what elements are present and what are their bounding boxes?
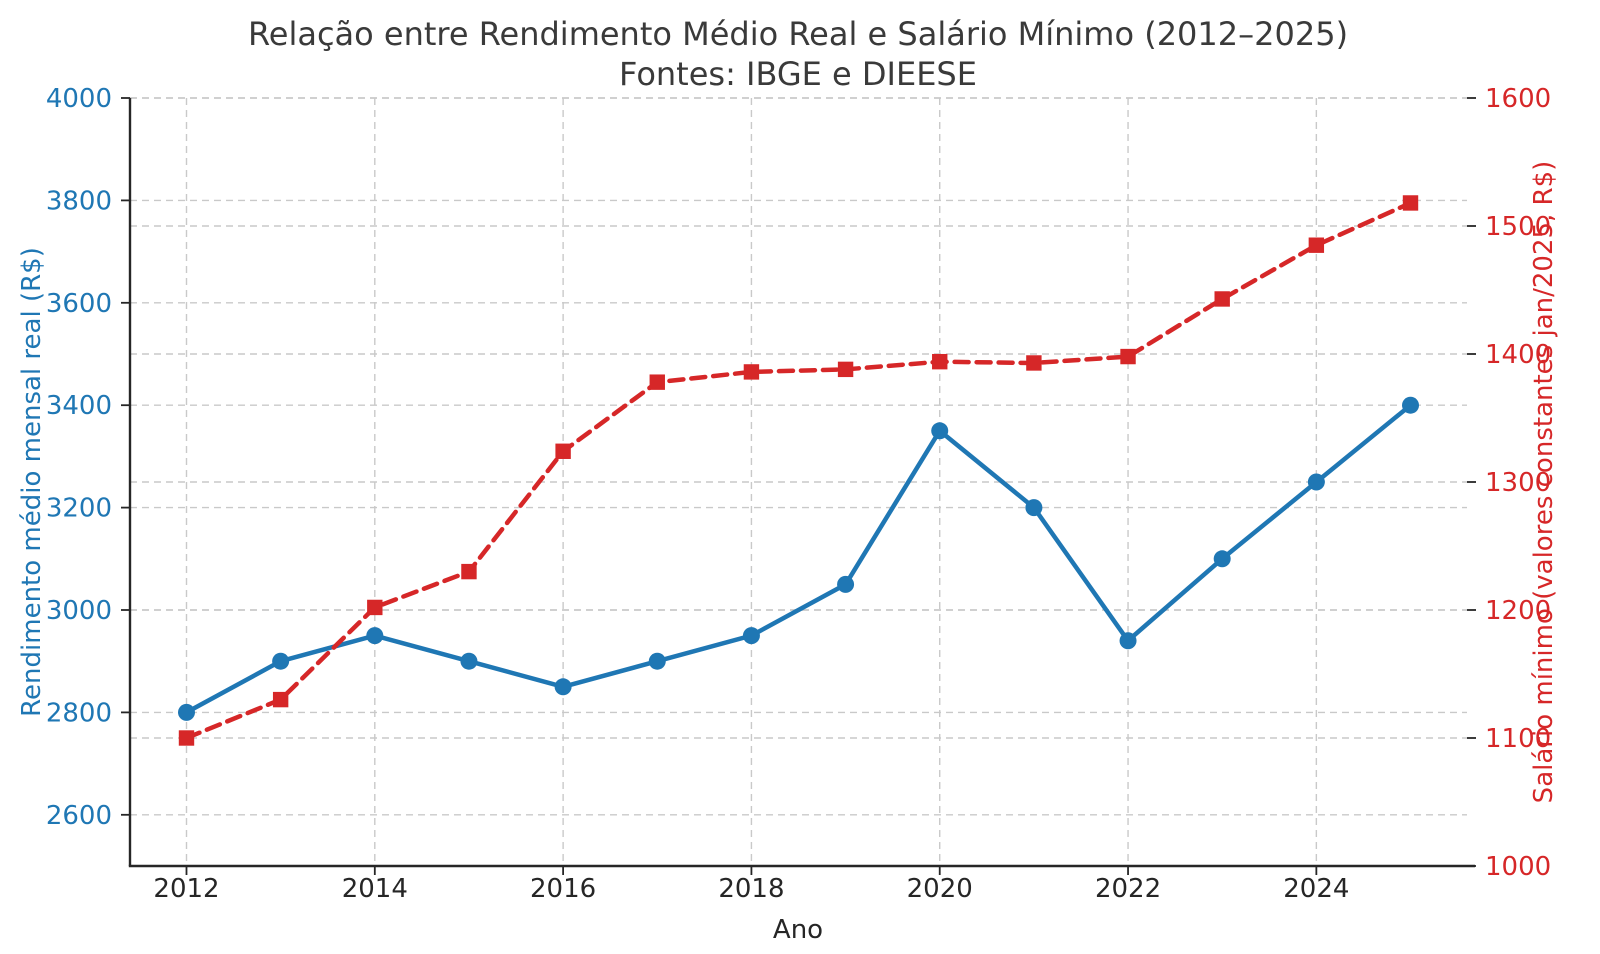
right-tick-label: 1600 [1485, 84, 1551, 114]
x-axis-label: Ano [773, 915, 823, 945]
left-tick-label: 3600 [46, 289, 112, 319]
left-y-axis-label: Rendimento médio mensal real (R$) [17, 247, 47, 717]
right-tick-label: 1200 [1485, 596, 1551, 626]
x-tick-label: 2016 [530, 874, 596, 904]
rendimento-point-marker [1025, 499, 1043, 517]
rendimento-point-marker [460, 652, 478, 670]
salario-point-marker [178, 730, 195, 746]
left-tick-label: 3000 [46, 596, 112, 626]
salario-point-marker [932, 353, 948, 370]
rendimento-point-marker [931, 422, 949, 440]
right-tick-label: 1000 [1485, 852, 1551, 882]
salario-point-marker [367, 599, 383, 616]
left-tick-label: 2600 [46, 801, 112, 831]
rendimento-point-marker [1213, 550, 1231, 568]
rendimento-point-marker [742, 627, 760, 645]
salario-point-marker [1026, 355, 1042, 371]
data-series [177, 195, 1420, 746]
rendimento-point-marker [554, 678, 572, 696]
x-tick-label: 2020 [907, 874, 973, 904]
rendimento-point-marker [837, 575, 855, 593]
x-tick-label: 2014 [342, 874, 408, 904]
rendimento-point-marker [272, 652, 290, 670]
rendimento-point-marker [1119, 632, 1137, 650]
x-tick-label: 2024 [1283, 874, 1349, 904]
rendimento-point-marker [1402, 396, 1420, 414]
tick-labels: 2012 2014 2016 2018 2020 2022 2024 2600 2800 3000… [46, 84, 1551, 904]
x-tick-label: 2018 [718, 874, 784, 904]
right-tick-label: 1100 [1485, 724, 1551, 754]
right-tick-label: 1500 [1485, 212, 1551, 242]
salario-point-marker [837, 361, 854, 378]
rendimento-point-marker [648, 652, 666, 670]
salario-line [184, 200, 1413, 741]
chart-title: Relação entre Rendimento Médio Real e Sa… [248, 15, 1348, 53]
left-tick-label: 2800 [46, 698, 112, 728]
salario-point-marker [461, 563, 477, 580]
rendimento-line [184, 402, 1413, 715]
left-tick-label: 3200 [46, 494, 112, 524]
salario-point-marker [1214, 291, 1230, 307]
rendimento-point-marker [177, 703, 195, 721]
salario-point-marker [743, 364, 760, 380]
salario-point-marker [1402, 195, 1419, 211]
salario-point-marker [555, 443, 571, 459]
rendimento-point-marker [366, 627, 384, 645]
rendimento-point-marker [1307, 473, 1325, 491]
x-tick-label: 2022 [1095, 874, 1161, 904]
salario-point-marker [1120, 348, 1136, 365]
left-tick-label: 4000 [46, 84, 112, 114]
salario-point-marker [1308, 237, 1325, 253]
left-tick-label: 3400 [46, 391, 112, 421]
salario-point-marker [649, 374, 665, 390]
left-tick-label: 3800 [46, 186, 112, 216]
right-y-axis-label: Salário mínimo (valores constantes jan/2… [1529, 161, 1559, 804]
axes-spines-ticks [121, 97, 1476, 875]
right-tick-label: 1400 [1485, 340, 1551, 370]
grid-lines [130, 97, 1467, 867]
x-tick-label: 2012 [153, 874, 219, 904]
salario-point-marker [272, 691, 289, 708]
chart-subtitle: Fontes: IBGE e DIEESE [619, 55, 977, 93]
right-tick-label: 1300 [1485, 468, 1551, 498]
